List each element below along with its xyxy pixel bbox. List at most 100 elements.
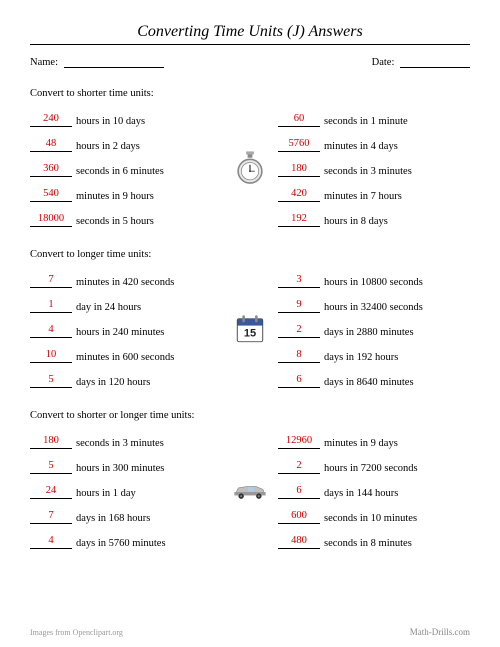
question-text: days in 192 hours (324, 352, 398, 363)
right-column: 60 seconds in 1 minute 5760minutes in 4 d… (278, 109, 470, 227)
question-text: hours in 300 minutes (76, 463, 164, 474)
car-icon (233, 471, 267, 509)
question-text: hours in 8 days (324, 216, 388, 227)
section-mixed: Convert to shorter or longer time units:… (30, 410, 470, 549)
question-row: 600 seconds in 10 minutes (278, 506, 470, 524)
answer-value: 4 (30, 323, 72, 338)
question-text: seconds in 8 minutes (324, 538, 412, 549)
question-row: 9hours in 32400 seconds (278, 295, 470, 313)
answer-value: 180 (278, 162, 320, 177)
question-row: 360 seconds in 6 minutes (30, 159, 222, 177)
answer-value: 6 (278, 373, 320, 388)
question-text: minutes in 600 seconds (76, 352, 174, 363)
date-blank[interactable] (400, 55, 470, 68)
question-row: 7 minutes in 420 seconds (30, 270, 222, 288)
question-text: days in 120 hours (76, 377, 150, 388)
question-text: days in 5760 minutes (76, 538, 166, 549)
question-row: 192 hours in 8 days (278, 209, 470, 227)
question-grid: 7 minutes in 420 seconds 1 day in 24 hours… (30, 270, 470, 388)
right-column: 3hours in 10800 seconds 9hours in 32400 … (278, 270, 470, 388)
question-row: 4 hours in 240 minutes (30, 320, 222, 338)
question-text: seconds in 3 minutes (76, 438, 164, 449)
question-row: 4 days in 5760 minutes (30, 531, 222, 549)
footer-site: Math-Drills.com (410, 627, 470, 637)
answer-value: 7 (30, 509, 72, 524)
question-row: 10 minutes in 600 seconds (30, 345, 222, 363)
question-row: 1 day in 24 hours (30, 295, 222, 313)
question-text: days in 168 hours (76, 513, 150, 524)
answer-value: 9 (278, 298, 320, 313)
title-rule (30, 44, 470, 45)
section-title: Convert to shorter or longer time units: (30, 410, 470, 421)
answer-value: 420 (278, 187, 320, 202)
question-row: 7 days in 168 hours (30, 506, 222, 524)
answer-value: 4 (30, 534, 72, 549)
question-row: 3hours in 10800 seconds (278, 270, 470, 288)
question-text: days in 8640 minutes (324, 377, 414, 388)
answer-value: 48 (30, 137, 72, 152)
answer-value: 7 (30, 273, 72, 288)
calendar-icon: 15 (233, 310, 267, 348)
question-row: 5760minutes in 4 days (278, 134, 470, 152)
question-text: hours in 240 minutes (76, 327, 164, 338)
question-row: 8days in 192 hours (278, 345, 470, 363)
question-text: seconds in 6 minutes (76, 166, 164, 177)
question-row: 12960minutes in 9 days (278, 431, 470, 449)
section-longer: Convert to longer time units: 7minutes i… (30, 249, 470, 388)
icon-column: 15 (230, 270, 270, 388)
footer-attribution: Images from Openclipart.org (30, 628, 123, 637)
answer-value: 480 (278, 534, 320, 549)
left-column: 180seconds in 3 minutes 5 hours in 300 mi… (30, 431, 222, 549)
section-title: Convert to shorter time units: (30, 88, 470, 99)
answer-value: 10 (30, 348, 72, 363)
meta-row: Name: Date: (30, 55, 470, 68)
answer-value: 5 (30, 459, 72, 474)
question-row: 48 hours in 2 days (30, 134, 222, 152)
left-column: 7 minutes in 420 seconds 1 day in 24 hours… (30, 270, 222, 388)
question-row: 60 seconds in 1 minute (278, 109, 470, 127)
question-text: hours in 1 day (76, 488, 136, 499)
answer-value: 60 (278, 112, 320, 127)
question-grid: 180seconds in 3 minutes 5 hours in 300 mi… (30, 431, 470, 549)
icon-column (230, 431, 270, 549)
question-text: days in 2880 minutes (324, 327, 414, 338)
answer-value: 192 (278, 212, 320, 227)
page-title: Converting Time Units (J) Answers (30, 23, 470, 41)
question-text: hours in 7200 seconds (324, 463, 418, 474)
answer-value: 240 (30, 112, 72, 127)
question-row: 480 seconds in 8 minutes (278, 531, 470, 549)
question-text: minutes in 9 hours (76, 191, 154, 202)
date-label: Date: (372, 57, 395, 68)
answer-value: 1 (30, 298, 72, 313)
question-grid: 240 hours in 10 days 48 hours in 2 days 36… (30, 109, 470, 227)
question-text: seconds in 10 minutes (324, 513, 417, 524)
question-text: hours in 2 days (76, 141, 140, 152)
question-text: minutes in 420 seconds (76, 277, 174, 288)
question-row: 240 hours in 10 days (30, 109, 222, 127)
question-row: 180seconds in 3 minutes (30, 431, 222, 449)
question-text: seconds in 5 hours (76, 216, 154, 227)
question-text: minutes in 7 hours (324, 191, 402, 202)
answer-value: 600 (278, 509, 320, 524)
answer-value: 360 (30, 162, 72, 177)
question-row: 6days in 144 hours (278, 481, 470, 499)
left-column: 240 hours in 10 days 48 hours in 2 days 36… (30, 109, 222, 227)
answer-value: 6 (278, 484, 320, 499)
question-row: 6 days in 8640 minutes (278, 370, 470, 388)
name-blank[interactable] (64, 55, 164, 68)
question-row: 5 hours in 300 minutes (30, 456, 222, 474)
answer-value: 5760 (278, 137, 320, 152)
question-row: 2days in 2880 minutes (278, 320, 470, 338)
question-row: 5days in 120 hours (30, 370, 222, 388)
name-label: Name: (30, 57, 58, 68)
question-row: 420 minutes in 7 hours (278, 184, 470, 202)
question-text: hours in 10 days (76, 116, 145, 127)
question-row: 18000 seconds in 5 hours (30, 209, 222, 227)
section-shorter: Convert to shorter time units: 240 hours … (30, 88, 470, 227)
worksheet-page: Converting Time Units (J) Answers Name: … (0, 0, 500, 647)
answer-value: 18000 (30, 212, 72, 227)
question-row: 2hours in 7200 seconds (278, 456, 470, 474)
answer-value: 24 (30, 484, 72, 499)
question-text: day in 24 hours (76, 302, 141, 313)
question-text: seconds in 1 minute (324, 116, 408, 127)
